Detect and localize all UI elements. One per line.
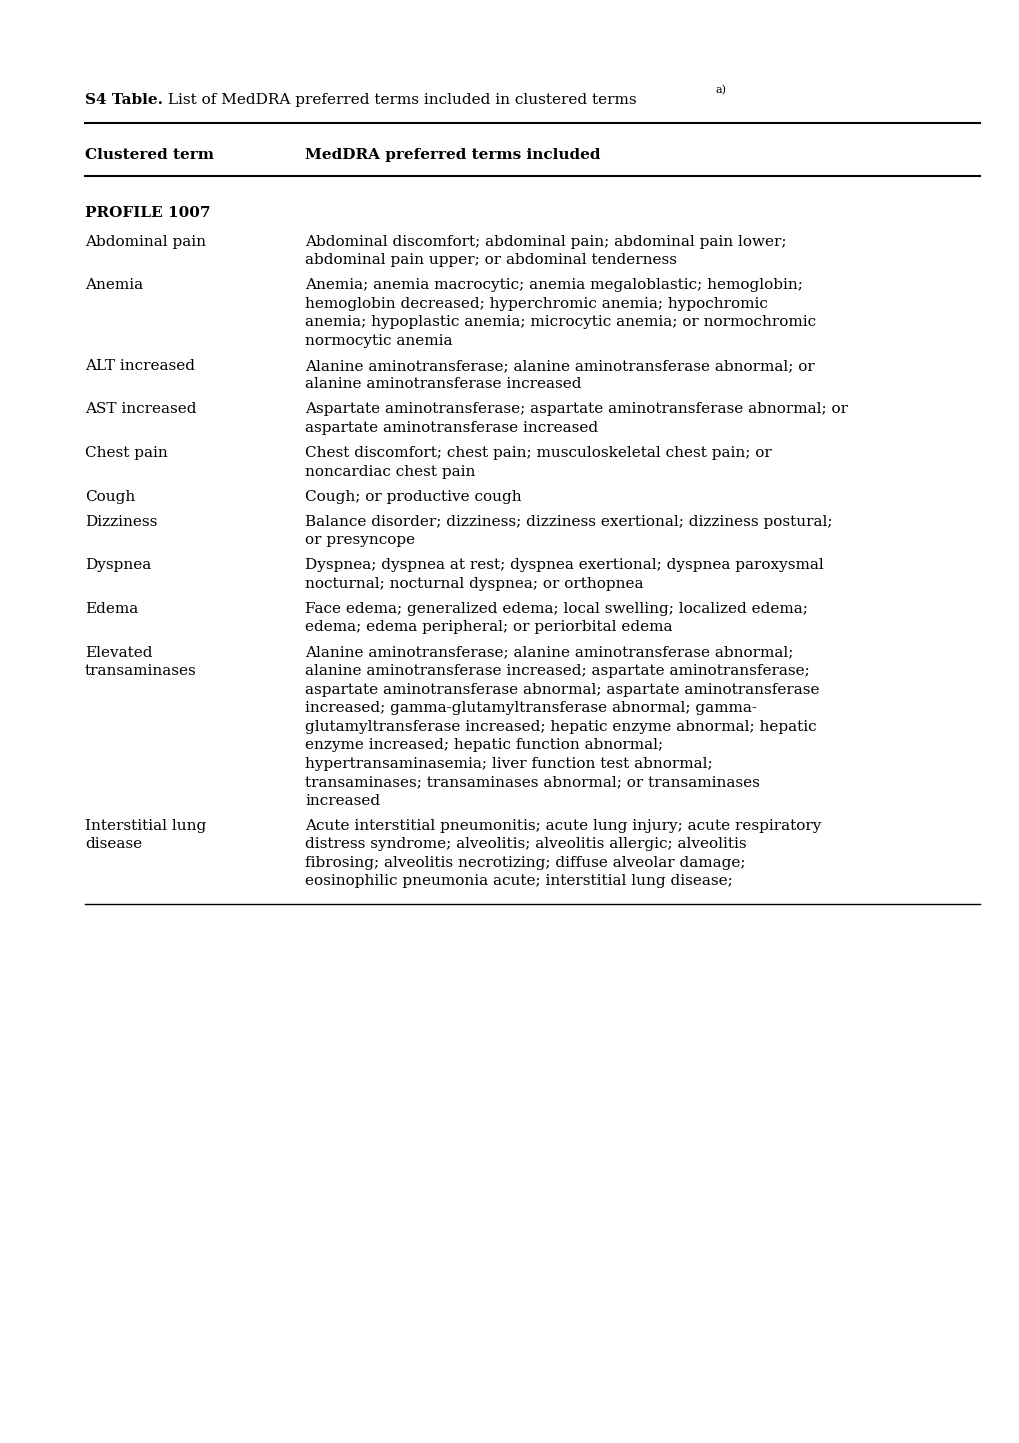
Text: normocytic anemia: normocytic anemia bbox=[305, 333, 452, 348]
Text: increased; gamma-glutamyltransferase abnormal; gamma-: increased; gamma-glutamyltransferase abn… bbox=[305, 701, 756, 714]
Text: noncardiac chest pain: noncardiac chest pain bbox=[305, 465, 475, 479]
Text: Anemia; anemia macrocytic; anemia megaloblastic; hemoglobin;: Anemia; anemia macrocytic; anemia megalo… bbox=[305, 278, 802, 291]
Text: Chest pain: Chest pain bbox=[85, 446, 167, 460]
Text: Edema: Edema bbox=[85, 602, 139, 616]
Text: Anemia: Anemia bbox=[85, 278, 143, 291]
Text: edema; edema peripheral; or periorbital edema: edema; edema peripheral; or periorbital … bbox=[305, 620, 672, 635]
Text: fibrosing; alveolitis necrotizing; diffuse alveolar damage;: fibrosing; alveolitis necrotizing; diffu… bbox=[305, 856, 745, 870]
Text: eosinophilic pneumonia acute; interstitial lung disease;: eosinophilic pneumonia acute; interstiti… bbox=[305, 874, 732, 887]
Text: alanine aminotransferase increased: alanine aminotransferase increased bbox=[305, 377, 581, 391]
Text: Acute interstitial pneumonitis; acute lung injury; acute respiratory: Acute interstitial pneumonitis; acute lu… bbox=[305, 818, 820, 833]
Text: Dyspnea: Dyspnea bbox=[85, 558, 151, 573]
Text: Elevated: Elevated bbox=[85, 645, 153, 659]
Text: a): a) bbox=[714, 85, 726, 95]
Text: alanine aminotransferase increased; aspartate aminotransferase;: alanine aminotransferase increased; aspa… bbox=[305, 664, 809, 678]
Text: aspartate aminotransferase abnormal; aspartate aminotransferase: aspartate aminotransferase abnormal; asp… bbox=[305, 683, 818, 697]
Text: AST increased: AST increased bbox=[85, 403, 197, 417]
Text: transaminases: transaminases bbox=[85, 664, 197, 678]
Text: Aspartate aminotransferase; aspartate aminotransferase abnormal; or: Aspartate aminotransferase; aspartate am… bbox=[305, 403, 847, 417]
Text: PROFILE 1007: PROFILE 1007 bbox=[85, 206, 210, 219]
Text: aspartate aminotransferase increased: aspartate aminotransferase increased bbox=[305, 421, 597, 434]
Text: Alanine aminotransferase; alanine aminotransferase abnormal; or: Alanine aminotransferase; alanine aminot… bbox=[305, 359, 814, 372]
Text: Dyspnea; dyspnea at rest; dyspnea exertional; dyspnea paroxysmal: Dyspnea; dyspnea at rest; dyspnea exerti… bbox=[305, 558, 823, 573]
Text: glutamyltransferase increased; hepatic enzyme abnormal; hepatic: glutamyltransferase increased; hepatic e… bbox=[305, 720, 816, 733]
Text: Chest discomfort; chest pain; musculoskeletal chest pain; or: Chest discomfort; chest pain; musculoske… bbox=[305, 446, 771, 460]
Text: increased: increased bbox=[305, 794, 380, 808]
Text: Dizziness: Dizziness bbox=[85, 515, 157, 528]
Text: Cough; or productive cough: Cough; or productive cough bbox=[305, 489, 521, 504]
Text: S4 Table.: S4 Table. bbox=[85, 92, 163, 107]
Text: Face edema; generalized edema; local swelling; localized edema;: Face edema; generalized edema; local swe… bbox=[305, 602, 807, 616]
Text: or presyncope: or presyncope bbox=[305, 534, 415, 547]
Text: Abdominal discomfort; abdominal pain; abdominal pain lower;: Abdominal discomfort; abdominal pain; ab… bbox=[305, 235, 786, 248]
Text: distress syndrome; alveolitis; alveolitis allergic; alveolitis: distress syndrome; alveolitis; alveoliti… bbox=[305, 837, 746, 851]
Text: disease: disease bbox=[85, 837, 142, 851]
Text: enzyme increased; hepatic function abnormal;: enzyme increased; hepatic function abnor… bbox=[305, 737, 662, 752]
Text: Cough: Cough bbox=[85, 489, 136, 504]
Text: MedDRA preferred terms included: MedDRA preferred terms included bbox=[305, 149, 600, 162]
Text: Abdominal pain: Abdominal pain bbox=[85, 235, 206, 248]
Text: List of MedDRA preferred terms included in clustered terms: List of MedDRA preferred terms included … bbox=[163, 92, 636, 107]
Text: Interstitial lung: Interstitial lung bbox=[85, 818, 206, 833]
Text: abdominal pain upper; or abdominal tenderness: abdominal pain upper; or abdominal tende… bbox=[305, 253, 677, 267]
Text: ALT increased: ALT increased bbox=[85, 359, 195, 372]
Text: anemia; hypoplastic anemia; microcytic anemia; or normochromic: anemia; hypoplastic anemia; microcytic a… bbox=[305, 315, 815, 329]
Text: Alanine aminotransferase; alanine aminotransferase abnormal;: Alanine aminotransferase; alanine aminot… bbox=[305, 645, 793, 659]
Text: Clustered term: Clustered term bbox=[85, 149, 214, 162]
Text: nocturnal; nocturnal dyspnea; or orthopnea: nocturnal; nocturnal dyspnea; or orthopn… bbox=[305, 577, 643, 590]
Text: Balance disorder; dizziness; dizziness exertional; dizziness postural;: Balance disorder; dizziness; dizziness e… bbox=[305, 515, 832, 528]
Text: hypertransaminasemia; liver function test abnormal;: hypertransaminasemia; liver function tes… bbox=[305, 756, 712, 771]
Text: hemoglobin decreased; hyperchromic anemia; hypochromic: hemoglobin decreased; hyperchromic anemi… bbox=[305, 297, 767, 310]
Text: transaminases; transaminases abnormal; or transaminases: transaminases; transaminases abnormal; o… bbox=[305, 775, 759, 789]
